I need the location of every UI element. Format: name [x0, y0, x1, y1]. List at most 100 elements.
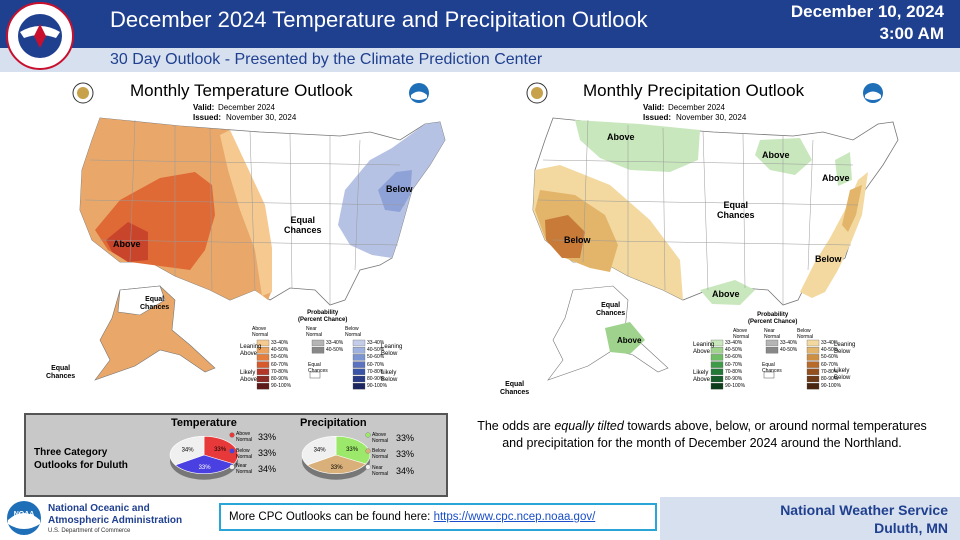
- nws-office-location: Duluth, MN: [874, 520, 948, 536]
- precip-pie-label: 33%: [331, 465, 344, 471]
- legend-below-bin: 80-90%: [821, 376, 839, 382]
- legend-above-bin: 70-80%: [271, 368, 289, 375]
- precip-ec-ak-label: Equal Chances: [596, 302, 626, 317]
- temp-state-lines: [84, 119, 406, 305]
- precip-issued-label: Issued:: [643, 113, 672, 122]
- temp-legend-dot: [229, 448, 235, 454]
- legend-near-swatch: [765, 339, 779, 347]
- precip-legend-col-above: Above Normal: [733, 328, 750, 340]
- precip-legend-equal-chances: Equal Chances: [762, 362, 782, 374]
- legend-above-swatch: [710, 354, 724, 361]
- outlook-explanation: The odds are equally tilted towards abov…: [477, 419, 927, 450]
- precip-pct-above: 33%: [396, 433, 415, 443]
- temp-pct-below: 33%: [258, 448, 277, 458]
- legend-above-bin: 90-100%: [725, 383, 746, 390]
- precip-alaska-above: [605, 322, 645, 354]
- legend-below-swatch: [352, 339, 366, 347]
- temp-ec-main-label: Equal Chances: [284, 215, 322, 235]
- noaa-name-line-2: Atmospheric Administration: [48, 515, 183, 526]
- doc-seal-icon-precip: [526, 82, 548, 104]
- temp-below-label: Below: [386, 184, 413, 194]
- temp-legend-likely-below: Likely Below: [381, 370, 398, 383]
- cpc-link[interactable]: https://www.cpc.ncep.noaa.gov/: [433, 511, 596, 523]
- precip-legend-likely-below: Likely Below: [834, 368, 851, 381]
- precip-state-lines: [537, 119, 859, 305]
- temp-pie-slice: [203, 435, 239, 465]
- legend-above-swatch: [256, 347, 270, 354]
- legend-below-bin: 70-80%: [367, 368, 385, 375]
- legend-below-swatch: [352, 375, 366, 383]
- noaa-name-line-1: National Oceanic and: [48, 503, 150, 514]
- temp-legend-equal-chances: Equal Chances: [308, 362, 328, 374]
- precip-legend-boxes: [710, 339, 820, 390]
- precip-ec-main-label: Equal Chances: [717, 200, 755, 220]
- duluth-pie-charts: 33% 33% 34% 33% 33% 34%: [169, 432, 371, 480]
- temp-pie-label: 33%: [199, 465, 212, 471]
- noaa-seal-icon: [409, 83, 429, 103]
- temp-legend-title: Probability (Percent Chance): [298, 310, 348, 323]
- legend-below-swatch: [806, 339, 820, 347]
- precipitation-map-title: Monthly Precipitation Outlook: [583, 81, 805, 100]
- precip-legend-leaning-below: Leaning Below: [834, 342, 856, 355]
- precip-below-se-label: Below: [815, 254, 842, 264]
- legend-above-swatch: [710, 339, 724, 347]
- legend-near-swatch: [765, 347, 779, 354]
- legend-above-swatch: [710, 361, 724, 368]
- legend-near-bin: 40-50%: [326, 347, 344, 354]
- precip-legend-col-near: Near Normal: [764, 328, 781, 340]
- temp-pct-above: 33%: [258, 432, 277, 442]
- precip-valid-label: Valid:: [643, 103, 665, 112]
- precip-above-north-label: Above: [607, 132, 635, 142]
- temp-issued-value: November 30, 2024: [226, 113, 297, 122]
- legend-above-swatch: [256, 375, 270, 383]
- precip-above-gulf-label: Above: [712, 289, 740, 299]
- legend-below-bin: 40-50%: [821, 347, 839, 354]
- legend-below-bin: 50-60%: [367, 354, 385, 361]
- cpc-link-box: More CPC Outlooks can be found here: htt…: [219, 503, 657, 531]
- legend-below-bin: 60-70%: [367, 361, 385, 368]
- nws-office-name: National Weather Service: [780, 502, 948, 518]
- duluth-label-2: Outlooks for Duluth: [34, 460, 128, 471]
- duluth-temp-title: Temperature: [171, 417, 237, 429]
- temp-legend-dot: [229, 432, 235, 438]
- precip-pct-below: 33%: [396, 449, 415, 459]
- temp-pie-slice: [169, 435, 205, 466]
- temp-legend-leaning-above: Leaning Above: [240, 344, 262, 357]
- temp-legend-likely-above: Likely Above: [240, 370, 258, 383]
- temp-pie-label: 34%: [182, 447, 195, 453]
- temp-legend-col-below: Below Normal: [345, 326, 362, 338]
- legend-above-bin: 40-50%: [271, 347, 289, 354]
- legend-above-swatch: [710, 375, 724, 383]
- page-subtitle: 30 Day Outlook - Presented by the Climat…: [110, 51, 543, 68]
- temp-valid-label: Valid:: [193, 103, 215, 112]
- legend-above-bin: 33-40%: [725, 340, 743, 346]
- precip-above-gl: [755, 138, 812, 175]
- precip-legend-leaning-above: Leaning Above: [693, 342, 715, 355]
- precip-above-ne: [835, 152, 852, 186]
- legend-below-bin: 70-80%: [821, 368, 839, 375]
- legend-below-swatch: [806, 361, 820, 368]
- legend-below-swatch: [352, 347, 366, 354]
- legend-above-bin: 80-90%: [725, 376, 743, 382]
- legend-above-bin: 80-90%: [271, 376, 289, 382]
- precip-above-north: [575, 120, 700, 172]
- temp-cat-above: Above Normal: [236, 431, 253, 443]
- temp-below-likely: [378, 170, 412, 212]
- precip-below-sw-label: Below: [564, 235, 591, 245]
- legend-below-bin: 60-70%: [821, 361, 839, 368]
- legend-below-bin: 33-40%: [821, 340, 839, 346]
- subtitle-bar: [0, 48, 960, 72]
- noaa-logo: NOAA: [7, 501, 41, 535]
- precip-above-gl-label: Above: [762, 150, 790, 160]
- legend-below-bin: 80-90%: [367, 376, 385, 382]
- precip-above-gulf: [700, 280, 755, 305]
- legend-below-swatch: [806, 368, 820, 375]
- doc-seal-icon: [72, 82, 94, 104]
- legend-above-swatch: [256, 368, 270, 375]
- legend-below-swatch: [352, 361, 366, 368]
- temp-legend-ec-box: [309, 371, 321, 379]
- legend-above-swatch: [710, 368, 724, 375]
- legend-below-swatch: [352, 383, 366, 390]
- legend-above-swatch: [710, 347, 724, 354]
